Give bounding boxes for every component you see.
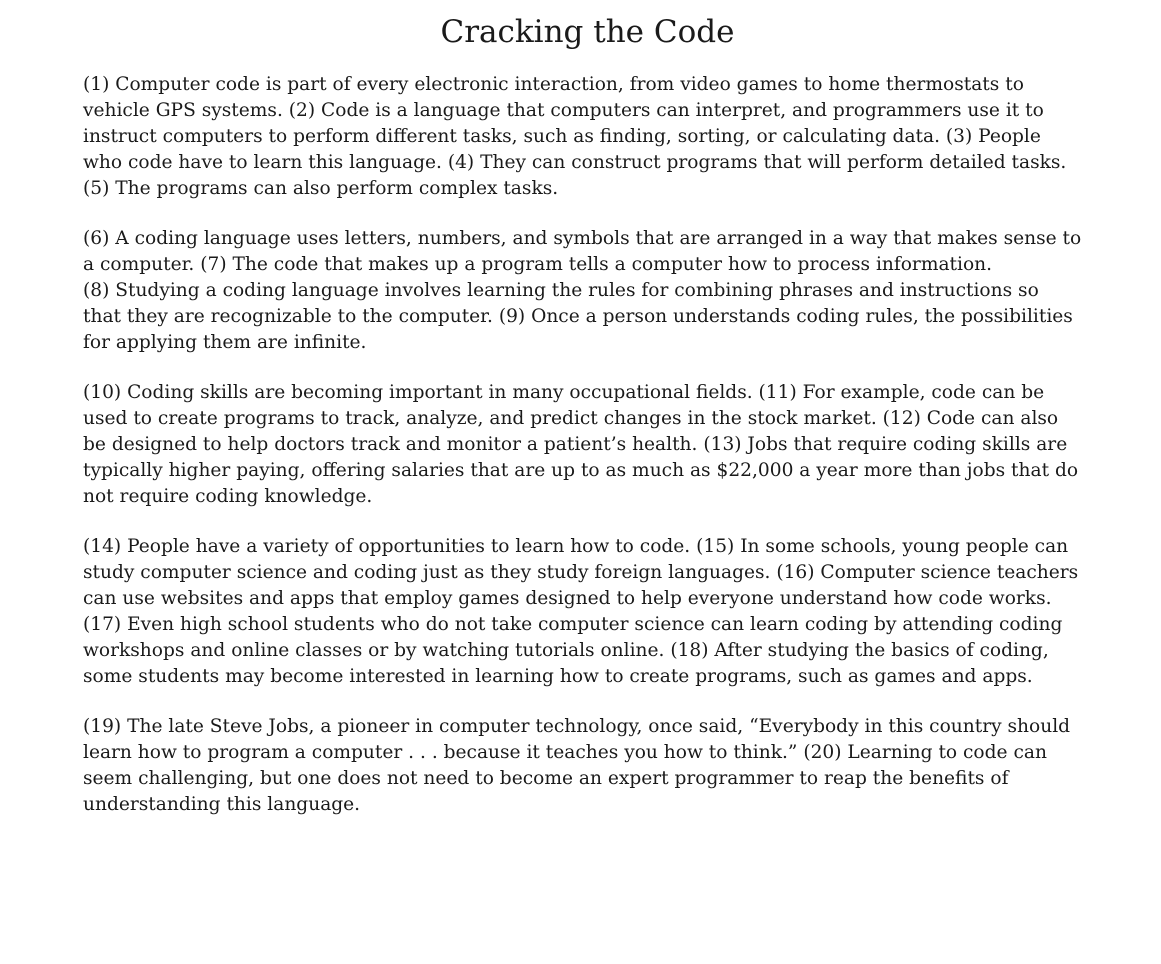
paragraph-line: (6) A coding language uses letters, numb… (83, 228, 1082, 249)
paragraph-line: (19) The late Steve Jobs, a pioneer in c… (83, 716, 1071, 737)
paragraph-line: (5) The programs can also perform comple… (83, 178, 559, 199)
paragraph-line: study computer science and coding just a… (83, 562, 1079, 583)
paragraph-line: understanding this language. (83, 794, 361, 815)
passage-title: Cracking the Code (440, 14, 735, 50)
paragraph-2: (6) A coding language uses letters, numb… (83, 226, 1113, 356)
paragraph-line: typically higher paying, offering salari… (83, 460, 1079, 481)
paragraph-line: seem challenging, but one does not need … (83, 768, 1009, 789)
paragraph-line: for applying them are infinite. (83, 332, 367, 353)
paragraph-line: (1) Computer code is part of every elect… (83, 74, 1024, 95)
paragraph-line: (14) People have a variety of opportunit… (83, 536, 1069, 557)
paragraph-line: be designed to help doctors track and mo… (83, 434, 1068, 455)
paragraph-line: vehicle GPS systems. (2) Code is a langu… (83, 100, 1044, 121)
paragraph-line: learn how to program a computer . . . be… (83, 742, 1047, 763)
paragraph-5: (19) The late Steve Jobs, a pioneer in c… (83, 714, 1113, 818)
paragraph-line: (17) Even high school students who do no… (83, 614, 1063, 635)
paragraph-1: (1) Computer code is part of every elect… (83, 72, 1113, 202)
paragraph-line: that they are recognizable to the comput… (83, 306, 1073, 327)
paragraph-line: can use websites and apps that employ ga… (83, 588, 1052, 609)
paragraph-line: not require coding knowledge. (83, 486, 373, 507)
paragraph-line: who code have to learn this language. (4… (83, 152, 1067, 173)
paragraph-3: (10) Coding skills are becoming importan… (83, 380, 1113, 510)
paragraph-line: used to create programs to track, analyz… (83, 408, 1059, 429)
paragraph-line: workshops and online classes or by watch… (83, 640, 1049, 661)
paragraph-line: (8) Studying a coding language involves … (83, 280, 1039, 301)
paragraph-line: instruct computers to perform different … (83, 126, 1041, 147)
passage-body: (1) Computer code is part of every elect… (83, 72, 1113, 842)
paragraph-line: some students may become interested in l… (83, 666, 1033, 687)
paragraph-line: a computer. (7) The code that makes up a… (83, 254, 993, 275)
paragraph-4: (14) People have a variety of opportunit… (83, 534, 1113, 690)
paragraph-line: (10) Coding skills are becoming importan… (83, 382, 1045, 403)
